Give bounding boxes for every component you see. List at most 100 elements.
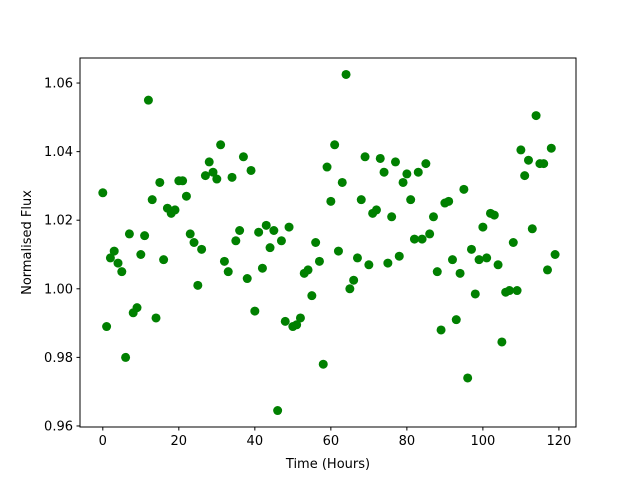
data-point <box>113 258 123 268</box>
data-point <box>216 140 226 150</box>
data-point <box>147 195 157 205</box>
data-point <box>341 69 351 79</box>
data-point <box>223 267 233 277</box>
plot-frame <box>79 57 577 428</box>
data-point <box>246 165 256 175</box>
data-point <box>105 253 115 263</box>
data-point <box>136 250 146 260</box>
data-point <box>140 231 150 241</box>
data-point <box>482 253 492 263</box>
data-point <box>349 275 359 285</box>
data-point <box>421 159 431 169</box>
data-point <box>170 205 180 215</box>
data-point <box>356 195 366 205</box>
data-point <box>383 258 393 268</box>
data-point <box>265 243 275 253</box>
x-tick-label: 120 <box>546 434 571 449</box>
y-axis: 0.96 0.98 1.00 1.02 1.04 1.06 <box>44 77 80 434</box>
data-point <box>193 280 203 290</box>
data-point <box>539 159 549 169</box>
data-point <box>273 406 283 416</box>
data-point <box>402 169 412 179</box>
data-point <box>478 222 488 232</box>
x-tick-label: 40 <box>247 434 264 449</box>
data-point <box>132 303 142 313</box>
y-tick-label: 0.96 <box>44 419 73 434</box>
data-point <box>489 210 499 220</box>
x-tick-label: 20 <box>171 434 188 449</box>
data-point <box>208 167 218 177</box>
data-point <box>413 167 423 177</box>
data-point <box>295 313 305 323</box>
data-point <box>447 255 457 265</box>
data-point <box>352 253 362 263</box>
x-tick-label: 100 <box>470 434 495 449</box>
data-point <box>371 205 381 215</box>
data-point <box>508 238 518 247</box>
data-point <box>330 140 340 150</box>
data-point <box>257 263 267 273</box>
data-point <box>436 325 446 335</box>
data-point <box>185 229 195 239</box>
y-tick-label: 1.02 <box>44 214 73 229</box>
data-points <box>98 69 560 416</box>
data-point <box>276 236 286 246</box>
data-point <box>159 255 169 265</box>
data-point <box>143 95 153 105</box>
data-point <box>364 260 374 270</box>
data-point <box>117 267 127 277</box>
data-point <box>155 177 165 187</box>
data-point <box>151 313 161 323</box>
data-point <box>390 157 400 167</box>
x-tick-label: 0 <box>99 434 107 449</box>
data-point <box>432 267 442 277</box>
data-point <box>197 244 207 254</box>
x-tick-label: 60 <box>323 434 340 449</box>
data-point <box>181 191 191 201</box>
data-point <box>254 227 264 237</box>
y-tick-label: 0.98 <box>44 351 73 366</box>
x-axis: 0 20 40 60 80 100 120 <box>99 427 571 449</box>
y-axis-label: Normalised Flux <box>20 190 35 295</box>
data-point <box>333 246 343 256</box>
data-point <box>345 284 355 294</box>
data-point <box>512 286 522 296</box>
data-point <box>474 255 484 265</box>
data-point <box>200 171 210 181</box>
data-point <box>238 152 248 162</box>
data-point <box>292 320 302 330</box>
data-point <box>428 212 438 222</box>
data-point <box>527 224 537 234</box>
data-point <box>102 322 112 332</box>
data-point <box>444 196 454 206</box>
data-point <box>398 177 408 187</box>
y-tick-label: 1.04 <box>44 145 73 160</box>
data-point <box>531 111 541 121</box>
data-point <box>307 291 317 301</box>
data-point <box>280 316 290 326</box>
data-point <box>360 152 370 162</box>
x-axis-label: Time (Hours) <box>285 457 370 472</box>
data-point <box>470 289 480 299</box>
data-point <box>387 212 397 222</box>
data-point <box>235 225 245 235</box>
data-point <box>375 153 385 163</box>
data-point <box>219 256 229 266</box>
data-point <box>109 246 119 256</box>
x-tick-label: 80 <box>399 434 416 449</box>
y-tick-label: 1.06 <box>44 77 73 92</box>
data-point <box>550 250 560 260</box>
data-point <box>314 256 324 266</box>
data-point <box>542 265 552 275</box>
data-point <box>406 195 416 205</box>
data-point <box>284 222 294 232</box>
data-point <box>212 174 222 184</box>
data-point <box>417 234 427 244</box>
data-point <box>121 352 131 362</box>
data-point <box>497 337 507 347</box>
data-point <box>520 171 530 181</box>
data-point <box>425 229 435 239</box>
data-point <box>189 238 199 247</box>
data-point <box>546 143 556 153</box>
